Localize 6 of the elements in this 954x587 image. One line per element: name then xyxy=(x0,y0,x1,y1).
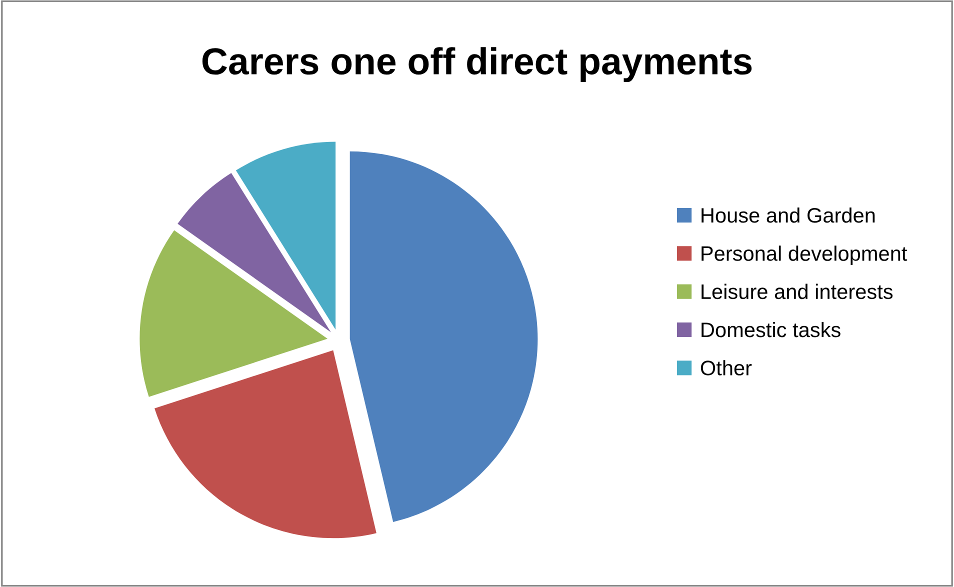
legend-label: Domestic tasks xyxy=(702,322,840,338)
legend-label: Leisure and interests xyxy=(702,284,893,300)
chart-title: Carers one off direct payments xyxy=(202,47,752,82)
legend-label: Personal development xyxy=(702,246,908,266)
legend-label: House and Garden xyxy=(702,207,875,223)
legend-label: Other xyxy=(700,360,752,376)
